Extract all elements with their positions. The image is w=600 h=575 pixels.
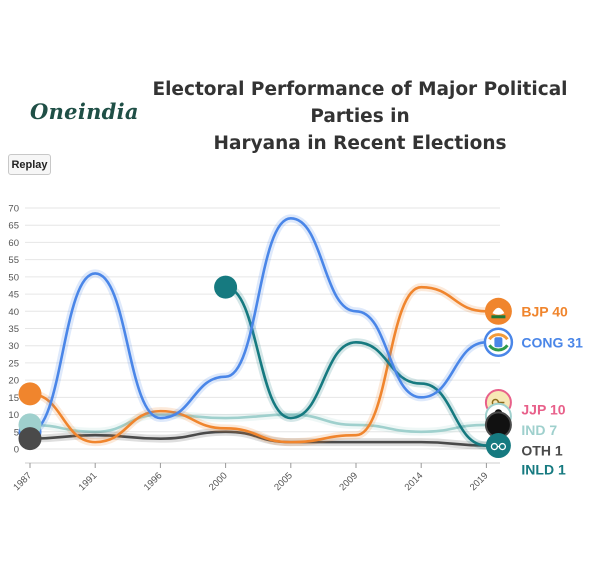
end-label-cong: CONG 31	[521, 334, 583, 350]
x-tick-label: 2000	[207, 470, 230, 493]
y-tick-label: 25	[8, 358, 19, 369]
line-bjp	[28, 285, 488, 444]
y-tick-label: 60	[8, 238, 19, 249]
line-cong	[28, 217, 488, 434]
start-marker-inld	[214, 275, 238, 299]
spectacles-icon	[485, 433, 511, 459]
y-tick-label: 70	[8, 204, 19, 215]
chart-title-line-2: Haryana in Recent Elections	[213, 133, 507, 154]
hand-icon	[483, 327, 514, 358]
y-tick-label: 15	[8, 393, 19, 404]
start-marker-bjp	[18, 382, 42, 406]
inld-badge	[485, 433, 511, 459]
line-oth	[28, 430, 488, 447]
x-tick-label: 1991	[77, 470, 100, 493]
line-glow-cong	[26, 214, 491, 436]
y-axis: 0 5 10 15 20 25 30 35 40 45 50 55 60 65 70	[8, 204, 19, 456]
x-tick-label: 1996	[142, 470, 165, 493]
y-tick-label: 5	[14, 427, 19, 438]
lotus-petals	[492, 307, 505, 315]
end-label-ind: IND 7	[521, 422, 557, 438]
chart-title: Electoral Performance of Major Political…	[125, 76, 595, 157]
end-label-inld: INLD 1	[521, 462, 566, 478]
chart-grid	[25, 207, 500, 464]
x-tick-label: 1987	[11, 470, 34, 493]
line-ind	[28, 413, 488, 434]
y-tick-label: 55	[8, 255, 19, 266]
line-inld	[224, 285, 488, 447]
chart-series	[26, 214, 491, 450]
hand-symbol	[494, 337, 503, 348]
y-tick-label: 40	[8, 307, 19, 318]
chart-end-labels: BJP 40 CONG 31 JJP 10 IND 7 OTH 1 INLD 1	[521, 303, 583, 477]
x-axis: 1987 1991 1996 2000 2005 2009 2014 2019	[11, 463, 491, 493]
chart-title-line-1: Electoral Performance of Major Political…	[152, 79, 568, 127]
x-tick-label: 2014	[403, 470, 426, 493]
start-marker-oth	[18, 427, 42, 451]
y-tick-label: 10	[8, 410, 19, 421]
oneindia-logo: Oneindia	[30, 99, 139, 124]
y-tick-label: 65	[8, 221, 19, 232]
replay-button[interactable]: Replay	[8, 154, 51, 175]
cong-saffron-band	[488, 333, 509, 341]
y-tick-label: 35	[8, 324, 19, 335]
x-tick-label: 2005	[272, 470, 295, 493]
end-label-jjp: JJP 10	[521, 401, 565, 417]
cong-green-band	[488, 344, 509, 352]
end-label-bjp: BJP 40	[521, 303, 568, 319]
y-tick-label: 30	[8, 341, 19, 352]
lotus-base	[491, 315, 506, 319]
end-label-oth: OTH 1	[521, 443, 562, 459]
y-tick-label: 50	[8, 272, 19, 283]
y-tick-label: 20	[8, 376, 19, 387]
y-tick-label: 45	[8, 290, 19, 301]
chart-markers	[18, 275, 514, 459]
y-tick-label: 0	[14, 445, 19, 456]
x-tick-label: 2019	[468, 470, 491, 493]
x-tick-label: 2009	[337, 470, 360, 493]
lotus-icon	[484, 297, 512, 325]
